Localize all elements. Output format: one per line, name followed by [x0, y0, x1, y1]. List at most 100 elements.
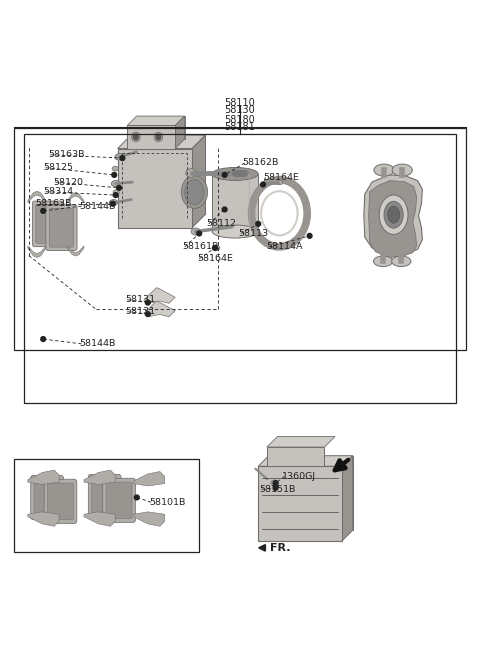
- Polygon shape: [118, 148, 192, 228]
- Polygon shape: [267, 436, 335, 447]
- Text: 58114A: 58114A: [266, 242, 303, 252]
- Text: 58125: 58125: [43, 163, 73, 172]
- Circle shape: [273, 486, 278, 490]
- Polygon shape: [84, 470, 115, 484]
- Circle shape: [222, 207, 227, 212]
- Polygon shape: [192, 135, 205, 228]
- Ellipse shape: [392, 256, 411, 267]
- Polygon shape: [127, 116, 185, 125]
- FancyBboxPatch shape: [88, 474, 121, 518]
- Polygon shape: [118, 135, 205, 148]
- Ellipse shape: [212, 168, 258, 181]
- Text: 58131: 58131: [125, 295, 155, 304]
- Polygon shape: [67, 193, 84, 203]
- Circle shape: [41, 208, 46, 214]
- Circle shape: [213, 246, 217, 250]
- Circle shape: [145, 300, 150, 305]
- Text: 58164E: 58164E: [197, 254, 233, 263]
- Polygon shape: [28, 246, 46, 258]
- Circle shape: [273, 481, 278, 486]
- FancyBboxPatch shape: [92, 478, 118, 514]
- Polygon shape: [144, 301, 175, 317]
- Ellipse shape: [181, 175, 207, 208]
- Text: 58162B: 58162B: [242, 158, 279, 168]
- Ellipse shape: [111, 181, 120, 187]
- FancyBboxPatch shape: [44, 479, 77, 524]
- Polygon shape: [269, 456, 353, 530]
- Polygon shape: [133, 472, 165, 486]
- Polygon shape: [212, 174, 258, 231]
- Text: 1360GJ: 1360GJ: [282, 472, 316, 481]
- Text: 58180: 58180: [225, 116, 255, 125]
- FancyBboxPatch shape: [33, 201, 63, 246]
- Circle shape: [110, 201, 115, 206]
- Text: 58120: 58120: [53, 177, 83, 187]
- Text: 58151B: 58151B: [259, 485, 296, 494]
- Polygon shape: [364, 175, 422, 255]
- Ellipse shape: [392, 164, 412, 176]
- Text: FR.: FR.: [270, 543, 290, 553]
- FancyBboxPatch shape: [48, 483, 73, 520]
- FancyBboxPatch shape: [36, 204, 60, 243]
- Text: 58164E: 58164E: [263, 173, 299, 182]
- FancyBboxPatch shape: [31, 476, 63, 520]
- Circle shape: [120, 156, 125, 160]
- Text: 58113: 58113: [239, 229, 269, 238]
- Polygon shape: [84, 512, 115, 526]
- Polygon shape: [369, 181, 417, 258]
- Ellipse shape: [241, 171, 248, 175]
- Circle shape: [134, 495, 139, 500]
- Text: 58110: 58110: [225, 98, 255, 108]
- Text: 58101B: 58101B: [149, 498, 185, 507]
- Ellipse shape: [191, 228, 201, 235]
- Ellipse shape: [186, 169, 196, 177]
- Polygon shape: [131, 135, 205, 214]
- Polygon shape: [28, 191, 46, 203]
- FancyBboxPatch shape: [34, 479, 60, 516]
- Polygon shape: [267, 447, 324, 466]
- Ellipse shape: [113, 190, 119, 194]
- Text: 58314: 58314: [43, 187, 73, 196]
- Circle shape: [145, 311, 150, 317]
- Polygon shape: [127, 125, 175, 148]
- Polygon shape: [28, 512, 59, 526]
- Ellipse shape: [109, 200, 118, 206]
- Ellipse shape: [373, 256, 393, 267]
- Circle shape: [113, 193, 118, 198]
- Text: 58163B: 58163B: [48, 150, 84, 159]
- Polygon shape: [342, 456, 353, 541]
- Ellipse shape: [384, 201, 403, 228]
- Ellipse shape: [379, 195, 408, 235]
- Bar: [24, 134, 456, 403]
- Ellipse shape: [277, 181, 283, 185]
- Bar: [14, 128, 466, 350]
- Ellipse shape: [156, 134, 161, 140]
- Polygon shape: [144, 288, 175, 304]
- Polygon shape: [175, 116, 185, 148]
- Text: 58181: 58181: [225, 122, 255, 132]
- Ellipse shape: [271, 480, 278, 486]
- Polygon shape: [137, 116, 185, 139]
- Ellipse shape: [115, 154, 123, 160]
- Ellipse shape: [154, 132, 163, 142]
- FancyBboxPatch shape: [49, 208, 73, 247]
- Circle shape: [261, 182, 265, 187]
- Circle shape: [256, 221, 261, 226]
- Polygon shape: [28, 470, 59, 484]
- Bar: [14, 459, 199, 552]
- FancyBboxPatch shape: [103, 478, 135, 522]
- Polygon shape: [133, 512, 165, 526]
- Polygon shape: [67, 246, 84, 256]
- Ellipse shape: [112, 166, 118, 171]
- Text: 58144B: 58144B: [79, 340, 116, 348]
- Circle shape: [112, 173, 117, 177]
- Ellipse shape: [212, 225, 258, 238]
- Text: 58131: 58131: [125, 307, 155, 316]
- Circle shape: [222, 173, 227, 177]
- Polygon shape: [258, 466, 342, 541]
- Text: 58163B: 58163B: [35, 199, 72, 208]
- Ellipse shape: [132, 132, 140, 142]
- Text: 58161B: 58161B: [182, 242, 219, 252]
- Circle shape: [41, 336, 46, 342]
- Ellipse shape: [133, 134, 138, 140]
